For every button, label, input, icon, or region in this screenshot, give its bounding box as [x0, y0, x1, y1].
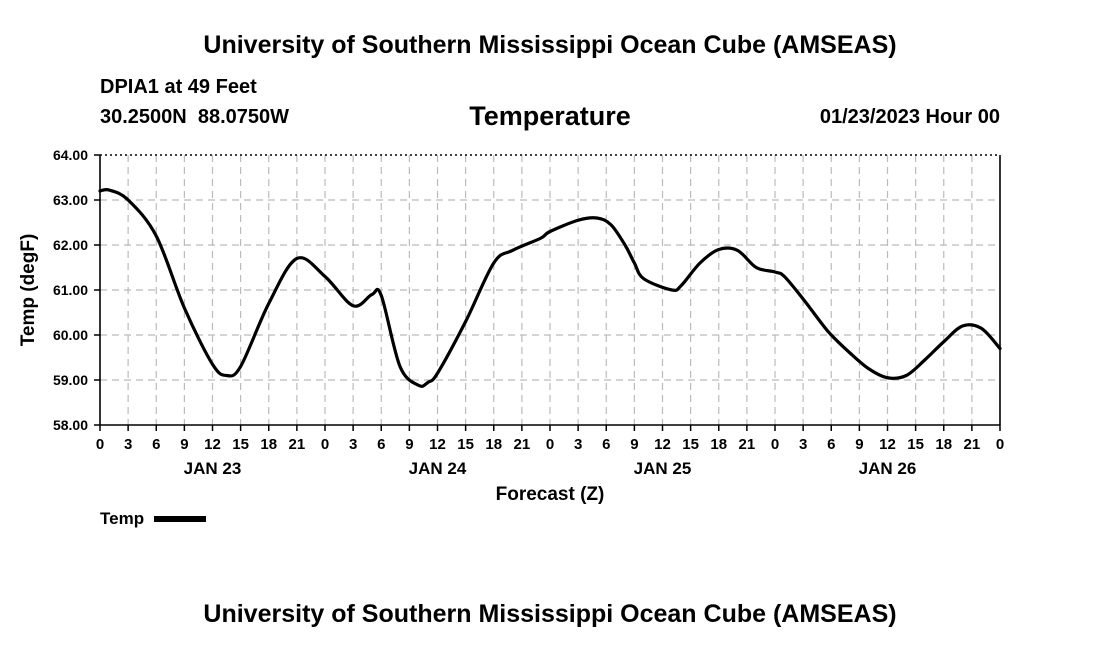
series-layer [98, 187, 1002, 388]
x-tick-label: 0 [771, 436, 779, 453]
footer-title: University of Southern Mississippi Ocean… [203, 600, 897, 628]
forecast-datetime: 01/23/2023 Hour 00 [819, 106, 1000, 128]
chart-subtitle: Temperature [469, 101, 631, 131]
x-tick-label: 9 [180, 436, 188, 453]
x-tick-label: 6 [377, 436, 385, 453]
x-tick-label: 0 [321, 436, 329, 453]
grid [100, 155, 1000, 425]
x-tick-label: 0 [546, 436, 554, 453]
y-tick-label: 63.00 [53, 192, 88, 208]
series-line-temp [98, 187, 1002, 388]
day-label: JAN 23 [184, 459, 242, 478]
station-label: DPIA1 at 49 Feet [100, 76, 257, 98]
y-tick-label: 64.00 [53, 147, 88, 163]
x-tick-label: 15 [682, 436, 699, 453]
x-tick-label: 21 [514, 436, 531, 453]
legend: Temp [100, 509, 207, 529]
x-axis-title: Forecast (Z) [496, 484, 605, 505]
x-tick-label: 15 [907, 436, 924, 453]
x-tick-label: 21 [739, 436, 756, 453]
x-tick-label: 12 [654, 436, 671, 453]
y-axis-title: Temp (degF) [18, 234, 39, 347]
x-tick-label: 18 [710, 436, 727, 453]
x-tick-label: 6 [827, 436, 835, 453]
y-tick-label: 62.00 [53, 237, 88, 253]
x-tick-label: 21 [964, 436, 981, 453]
x-tick-label: 15 [232, 436, 249, 453]
x-tick-label: 21 [289, 436, 306, 453]
chart-title: University of Southern Mississippi Ocean… [203, 31, 897, 59]
x-tick-label: 18 [485, 436, 502, 453]
x-tick-label: 0 [96, 436, 104, 453]
x-tick-label: 9 [405, 436, 413, 453]
y-tick-label: 61.00 [53, 282, 88, 298]
y-tick-label: 58.00 [53, 417, 88, 433]
day-label: JAN 25 [634, 459, 692, 478]
x-tick-label: 3 [124, 436, 132, 453]
x-tick-label: 3 [574, 436, 582, 453]
y-tick-label: 60.00 [53, 327, 88, 343]
day-label: JAN 24 [409, 459, 467, 478]
x-tick-label: 15 [457, 436, 474, 453]
x-tick-label: 12 [204, 436, 221, 453]
x-tick-label: 3 [799, 436, 807, 453]
coordinates-label: 30.2500N 88.0750W [100, 106, 290, 128]
legend-line-swatch [154, 516, 207, 522]
x-tick-label: 12 [429, 436, 446, 453]
x-tick-label: 6 [152, 436, 160, 453]
day-label: JAN 26 [859, 459, 917, 478]
legend-label: Temp [100, 509, 145, 528]
x-tick-label: 18 [260, 436, 277, 453]
x-tick-label: 6 [602, 436, 610, 453]
x-tick-label: 18 [935, 436, 952, 453]
x-tick-label: 12 [879, 436, 896, 453]
x-tick-label: 9 [855, 436, 863, 453]
y-tick-label: 59.00 [53, 372, 88, 388]
x-tick-label: 0 [996, 436, 1004, 453]
x-tick-label: 9 [630, 436, 638, 453]
x-tick-label: 3 [349, 436, 357, 453]
